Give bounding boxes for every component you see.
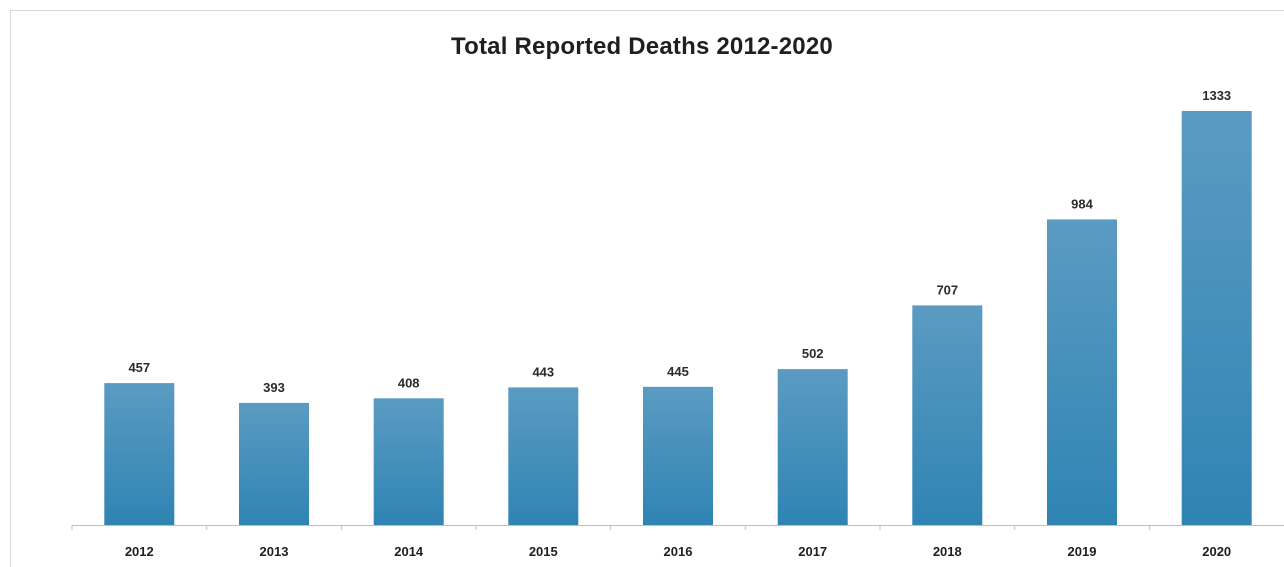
data-label-2015: 443: [532, 364, 554, 379]
x-tick-label-2015: 2015: [529, 544, 558, 559]
bar-2015: [508, 387, 579, 525]
bar-2012: [104, 383, 175, 525]
data-label-2012: 457: [128, 360, 150, 375]
data-label-2018: 707: [936, 282, 958, 297]
data-label-2016: 445: [667, 364, 689, 379]
chart-frame: [10, 10, 1284, 567]
x-tick-label-2017: 2017: [798, 544, 827, 559]
x-tick-label-2019: 2019: [1068, 544, 1097, 559]
x-tick-label-2020: 2020: [1202, 544, 1231, 559]
bar-2013: [239, 402, 309, 525]
bars-group: [104, 111, 1252, 525]
x-tick-label-2012: 2012: [125, 544, 154, 559]
data-labels-group: 457 393 408 443 445 502 707 984 1333: [128, 88, 1231, 395]
x-tick-labels: 2012 2013 2014 2015 2016 2017 2018 2019 2020: [125, 544, 1231, 559]
data-label-2019: 984: [1071, 196, 1093, 211]
bar-2017: [777, 369, 848, 525]
data-label-2013: 393: [263, 380, 285, 395]
bar-2020: [1181, 111, 1252, 525]
x-tick-label-2018: 2018: [933, 544, 962, 559]
bar-2018: [912, 305, 983, 525]
bar-2016: [643, 386, 713, 525]
x-axis: [71, 525, 1284, 530]
data-label-2020: 1333: [1202, 88, 1231, 103]
x-tick-label-2014: 2014: [394, 544, 424, 559]
data-label-2014: 408: [398, 375, 420, 390]
x-tick-label-2016: 2016: [664, 544, 693, 559]
x-tick-label-2013: 2013: [260, 544, 289, 559]
bar-2014: [373, 398, 444, 525]
data-label-2017: 502: [802, 346, 824, 361]
bar-2019: [1047, 219, 1117, 525]
chart-title: Total Reported Deaths 2012-2020: [451, 33, 833, 60]
